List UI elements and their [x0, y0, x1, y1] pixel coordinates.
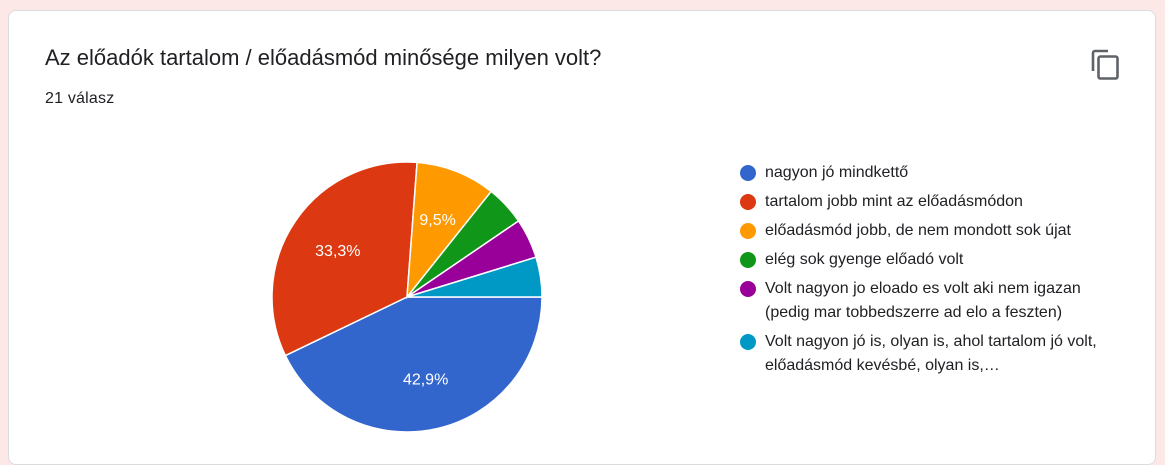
slice-label-3: 9,5% [419, 212, 455, 229]
legend-label: előadásmód jobb, de nem mondott sok újat [765, 222, 1071, 239]
pie-slice-3[interactable] [406, 161, 493, 300]
legend-label: Volt nagyon jó is, olyan is, ahol tartal… [765, 333, 1097, 374]
legend-item-1[interactable]: nagyon jó mindkettő [738, 161, 1098, 185]
pie-slice-6[interactable] [406, 256, 543, 298]
legend-color-dot [740, 334, 756, 350]
legend-color-dot [740, 223, 756, 239]
legend-item-3[interactable]: előadásmód jobb, de nem mondott sok újat [738, 219, 1098, 243]
legend-color-dot [740, 252, 756, 268]
legend-label: tartalom jobb mint az előadásmódon [765, 193, 1023, 210]
pie-slice-1[interactable] [284, 296, 543, 433]
response-count: 21 válasz [45, 90, 115, 107]
slice-label-1: 42,9% [403, 372, 448, 389]
legend-item-5[interactable]: Volt nagyon jo eloado es volt aki nem ig… [738, 277, 1098, 325]
question-card: Az előadók tartalom / előadásmód minőség… [8, 10, 1156, 465]
chart-legend: nagyon jó mindkettő tartalom jobb mint az… [738, 161, 1098, 383]
legend-label: elég sok gyenge előadó volt [765, 251, 964, 268]
legend-label: nagyon jó mindkettő [765, 164, 909, 181]
slice-label-2: 33,3% [315, 243, 360, 260]
legend-color-dot [740, 194, 756, 210]
copy-chart-button[interactable] [1087, 45, 1125, 83]
question-title: Az előadók tartalom / előadásmód minőség… [45, 45, 602, 70]
legend-item-6[interactable]: Volt nagyon jó is, olyan is, ahol tartal… [738, 330, 1098, 378]
legend-item-2[interactable]: tartalom jobb mint az előadásmódon [738, 190, 1098, 214]
legend-item-4[interactable]: elég sok gyenge előadó volt [738, 248, 1098, 272]
pie-chart: 42,9% 33,3% 9,5% [271, 161, 543, 433]
copy-icon [1091, 49, 1119, 80]
legend-label: Volt nagyon jo eloado es volt aki nem ig… [765, 280, 1081, 321]
pie-slice-2[interactable] [271, 161, 418, 357]
legend-color-dot [740, 165, 756, 181]
legend-color-dot [740, 281, 756, 297]
